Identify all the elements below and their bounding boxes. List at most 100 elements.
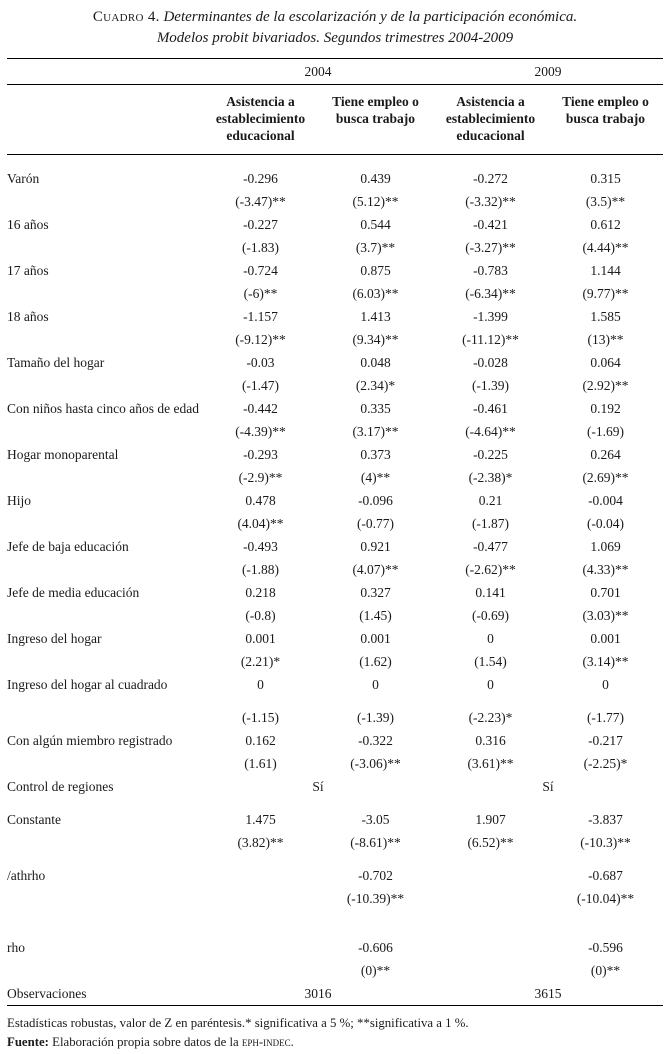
- cell-value: (4.04)**: [237, 516, 284, 531]
- table-row: Varón -0.296 0.439 -0.272 0.315: [7, 155, 663, 191]
- table-row: Hijo 0.478 -0.096 0.21 -0.004: [7, 489, 663, 512]
- table-row: 18 años -1.157 1.413 -1.399 1.585: [7, 305, 663, 328]
- cell-value: (-4.64)**: [465, 424, 516, 439]
- cell-value: [203, 887, 318, 910]
- cell-value: 1.144: [590, 263, 621, 278]
- cell-value: -0.272: [473, 171, 508, 186]
- cell-value: (4.44)**: [582, 240, 629, 255]
- cell-value: -1.157: [243, 309, 278, 324]
- cell-value: [203, 959, 318, 982]
- source-text: Elaboración propia sobre datos de la: [48, 1035, 242, 1049]
- table-row: /athrho -0.702 -0.687: [7, 864, 663, 887]
- cell-value: [203, 864, 318, 887]
- zstat-row: (-10.39)** (-10.04)**: [7, 887, 663, 910]
- cell-value: 0.001: [245, 631, 276, 646]
- table-row: Hogar monoparental -0.293 0.373 -0.225 0.264: [7, 443, 663, 466]
- cell-value: (-1.83): [241, 240, 280, 255]
- cell-value: (-1.47): [241, 378, 280, 393]
- table-number: Cuadro 4.: [92, 9, 160, 25]
- table-row: Ingreso del hogar al cuadrado 0 0 0 0: [7, 673, 663, 696]
- cell-value: (2.21)*: [240, 654, 281, 669]
- row-label: [7, 604, 203, 627]
- header-spacer: [7, 58, 203, 85]
- cell-value: (-10.3)**: [580, 835, 631, 850]
- cell-value: (1.61): [244, 756, 277, 771]
- cell-value: (0)**: [360, 963, 391, 978]
- cell-value: 1.475: [245, 812, 276, 827]
- cell-value: (4.07)**: [352, 562, 399, 577]
- cell-value: (-9.12)**: [235, 332, 286, 347]
- cell-value: (-1.69): [586, 424, 625, 439]
- row-label: 17 años: [7, 263, 49, 278]
- cell-value: -0.702: [358, 868, 393, 883]
- header-spacer: [7, 84, 203, 155]
- column-header: Tiene empleo o busca trabajo: [318, 84, 433, 155]
- row-label: 18 años: [7, 309, 49, 324]
- cell-value: -0.217: [588, 733, 623, 748]
- cell-value: -0.783: [473, 263, 508, 278]
- row-label: [7, 466, 203, 489]
- cell-value: 0.048: [360, 355, 391, 370]
- cell-value: (-8.61)**: [350, 835, 401, 850]
- cell-value: -0.028: [473, 355, 508, 370]
- cell-value: (3.82)**: [237, 835, 284, 850]
- cell-value: (-10.39)**: [346, 891, 405, 906]
- zstat-row: (-1.88) (4.07)** (-2.62)** (4.33)**: [7, 558, 663, 581]
- table-subtitle: Modelos probit bivariados. Segundos trim…: [156, 30, 514, 46]
- table-row: Con niños hasta cinco años de edad -0.442…: [7, 397, 663, 420]
- cell-value: 1.413: [360, 309, 391, 324]
- cell-value: (-0.69): [471, 608, 510, 623]
- cell-value: (2.92)**: [582, 378, 629, 393]
- cell-value: 0.612: [590, 217, 621, 232]
- row-label: Ingreso del hogar al cuadrado: [7, 677, 168, 692]
- footnote-source: Fuente: Elaboración propia sobre datos d…: [7, 1033, 663, 1052]
- cell-value: -0.03: [246, 355, 275, 370]
- cell-value: -0.461: [473, 401, 508, 416]
- cell-value: (-2.62)**: [465, 562, 516, 577]
- row-label: [7, 752, 203, 775]
- row-label: [7, 959, 203, 982]
- cell-value: -0.096: [358, 493, 393, 508]
- cell-value: (3.17)**: [352, 424, 399, 439]
- cell-value: [433, 959, 548, 982]
- cell-value: (-1.88): [241, 562, 280, 577]
- cell-value: -0.687: [588, 868, 623, 883]
- cell-value: (-3.27)**: [465, 240, 516, 255]
- table-row: Jefe de baja educación -0.493 0.921 -0.477 1…: [7, 535, 663, 558]
- row-label: [7, 236, 203, 259]
- row-label: [7, 831, 203, 854]
- row-label: Control de regiones: [7, 779, 114, 794]
- row-label: [7, 512, 203, 535]
- cell-value: -0.477: [473, 539, 508, 554]
- cell-value: -0.322: [358, 733, 393, 748]
- table-row: Jefe de media educación 0.218 0.327 0.141 0.…: [7, 581, 663, 604]
- spacer-row: [7, 854, 663, 864]
- cell-value: 0.064: [590, 355, 621, 370]
- spacer-cell: [7, 798, 663, 808]
- row-label: Jefe de baja educación: [7, 539, 129, 554]
- cell-value: (-3.06)**: [350, 756, 401, 771]
- zstat-row: (0)** (0)**: [7, 959, 663, 982]
- cell-value: (-11.12)**: [462, 332, 519, 347]
- row-label: rho: [7, 940, 25, 955]
- row-label: [7, 328, 203, 351]
- cell-value: (2.69)**: [582, 470, 629, 485]
- cell-value: 1.069: [590, 539, 621, 554]
- cell-value: (3.03)**: [582, 608, 629, 623]
- cell-value: 0.439: [360, 171, 391, 186]
- cell-value: (-3.47)**: [235, 194, 286, 209]
- cell-value: 0: [487, 677, 494, 692]
- column-header: Asistencia a establecimiento educacional: [433, 84, 548, 155]
- spacer-row: [7, 910, 663, 936]
- cell-value: (-2.25)*: [583, 756, 628, 771]
- cell-value: (6.52)**: [467, 835, 514, 850]
- cell-value: (3.5)**: [585, 194, 626, 209]
- cell-value: -1.399: [473, 309, 508, 324]
- cell-value: -0.606: [358, 940, 393, 955]
- row-label: /athrho: [7, 868, 46, 883]
- source-period: .: [290, 1035, 294, 1049]
- cell-value: 3615: [534, 986, 562, 1001]
- table-row: Constante 1.475 -3.05 1.907 -3.837: [7, 808, 663, 831]
- table-row: Con algún miembro registrado 0.162 -0.322 0…: [7, 729, 663, 752]
